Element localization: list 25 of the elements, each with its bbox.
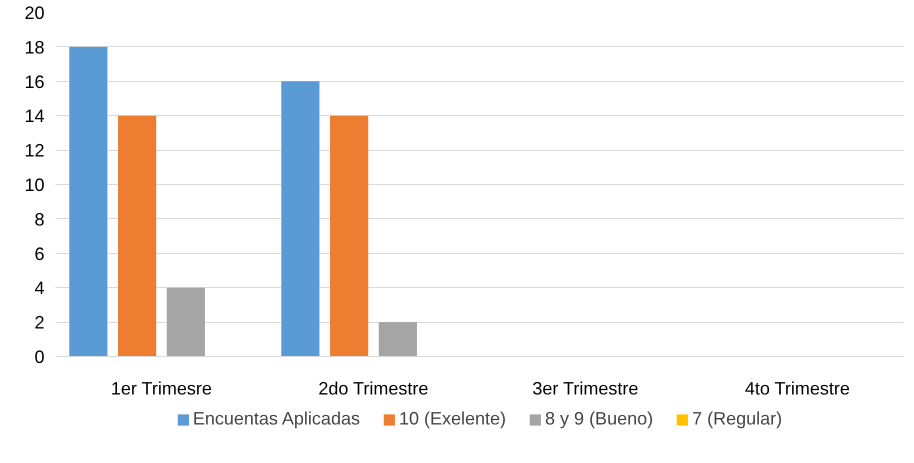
- legend-label: Encuentas Aplicadas: [192, 408, 360, 430]
- y-tick-label: 0: [34, 347, 45, 367]
- bar: [281, 81, 320, 356]
- x-tick-label: 2do Trimestre: [318, 378, 428, 398]
- bar: [330, 116, 368, 356]
- bar: [69, 46, 108, 356]
- legend-label: 7 (Regular): [692, 408, 782, 430]
- y-tick-label: 14: [24, 106, 45, 126]
- y-tick-label: 18: [24, 37, 45, 58]
- bar: [166, 288, 205, 356]
- y-tick-label: 20: [24, 3, 45, 23]
- legend-label: 8 y 9 (Bueno): [545, 408, 654, 430]
- x-tick-label: 4to Trimestre: [744, 378, 850, 398]
- y-tick-label: 2: [34, 312, 45, 333]
- x-tick-label: 3er Trimestre: [532, 378, 638, 398]
- y-tick-label: 10: [24, 175, 45, 195]
- x-tick-label: 1er Trimesre: [110, 378, 212, 398]
- y-tick-label: 12: [24, 140, 45, 161]
- y-tick-label: 4: [34, 278, 45, 298]
- bar: [378, 322, 417, 356]
- y-tick-label: 6: [34, 244, 45, 264]
- y-tick-label: 8: [34, 209, 45, 230]
- bar: [118, 116, 156, 356]
- legend-label: 10 (Exelente): [398, 408, 506, 430]
- y-tick-label: 16: [24, 72, 45, 92]
